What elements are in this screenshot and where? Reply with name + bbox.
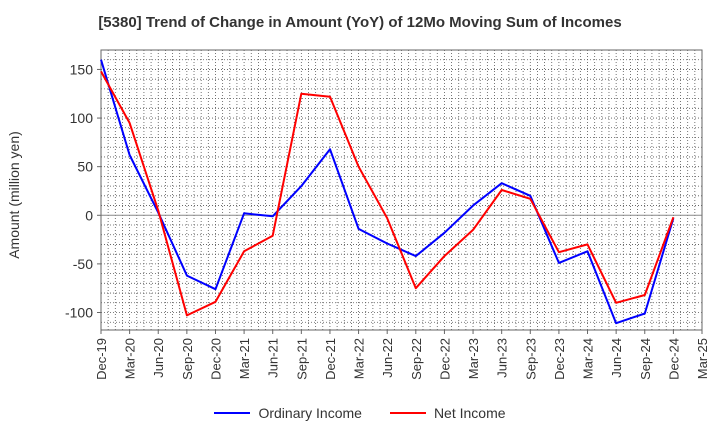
x-tick-label: Sep-23: [523, 338, 538, 380]
x-tick-label: Jun-22: [380, 338, 395, 378]
x-tick-label: Jun-23: [495, 338, 510, 378]
y-tick-label: 150: [70, 61, 94, 77]
legend: Ordinary Income Net Income: [0, 405, 720, 421]
legend-label-net-income: Net Income: [433, 405, 506, 421]
series-line-net-income: [100, 70, 675, 317]
x-tick-label: Sep-20: [180, 338, 195, 380]
y-tick-label: 0: [85, 207, 93, 223]
x-tick-label: Mar-21: [237, 338, 252, 379]
legend-label-ordinary-income: Ordinary Income: [258, 405, 362, 421]
y-tick-label: 100: [70, 110, 94, 126]
y-tick-label: -50: [73, 256, 93, 272]
legend-item-net-income: Net Income: [389, 405, 506, 421]
x-tick-label: Dec-21: [323, 338, 338, 380]
x-tick-label: Jun-24: [609, 338, 624, 378]
plot-frame: [100, 49, 703, 331]
chart-title: [5380] Trend of Change in Amount (YoY) o…: [98, 14, 622, 31]
x-tick-label: Dec-22: [437, 338, 452, 380]
x-tick-label: Mar-24: [581, 338, 596, 379]
y-tick-labels: 150 100 50 0 -50 -100: [65, 61, 93, 320]
legend-item-ordinary-income: Ordinary Income: [214, 405, 362, 421]
x-tick-label: Mar-22: [352, 338, 367, 379]
axes: [97, 49, 703, 334]
y-tick-label: -100: [65, 305, 93, 321]
x-tick-label: Mar-25: [695, 338, 710, 379]
x-tick-label: Sep-22: [409, 338, 424, 380]
x-tick-label: Dec-20: [208, 338, 223, 380]
series-line-ordinary-income: [100, 59, 675, 325]
x-tick-label: Jun-20: [151, 338, 166, 378]
series-lines: [100, 59, 675, 325]
legend-swatch-net-income: [389, 412, 426, 414]
x-tick-label: Dec-19: [94, 338, 109, 380]
x-tick-label: Mar-23: [466, 338, 481, 379]
x-tick-labels: Dec-19 Mar-20 Jun-20 Sep-20 Dec-20 Mar-21 Jun-…: [94, 338, 710, 380]
x-tick-label: Dec-23: [552, 338, 567, 380]
gridlines: [101, 49, 702, 330]
x-tick-label: Jun-21: [266, 338, 281, 378]
legend-swatch-ordinary-income: [214, 412, 251, 414]
x-tick-label: Dec-24: [666, 338, 681, 380]
x-tick-label: Sep-21: [294, 338, 309, 380]
x-tick-label: Mar-20: [123, 338, 138, 379]
y-tick-label: 50: [77, 159, 93, 175]
x-tick-label: Sep-24: [638, 338, 653, 380]
